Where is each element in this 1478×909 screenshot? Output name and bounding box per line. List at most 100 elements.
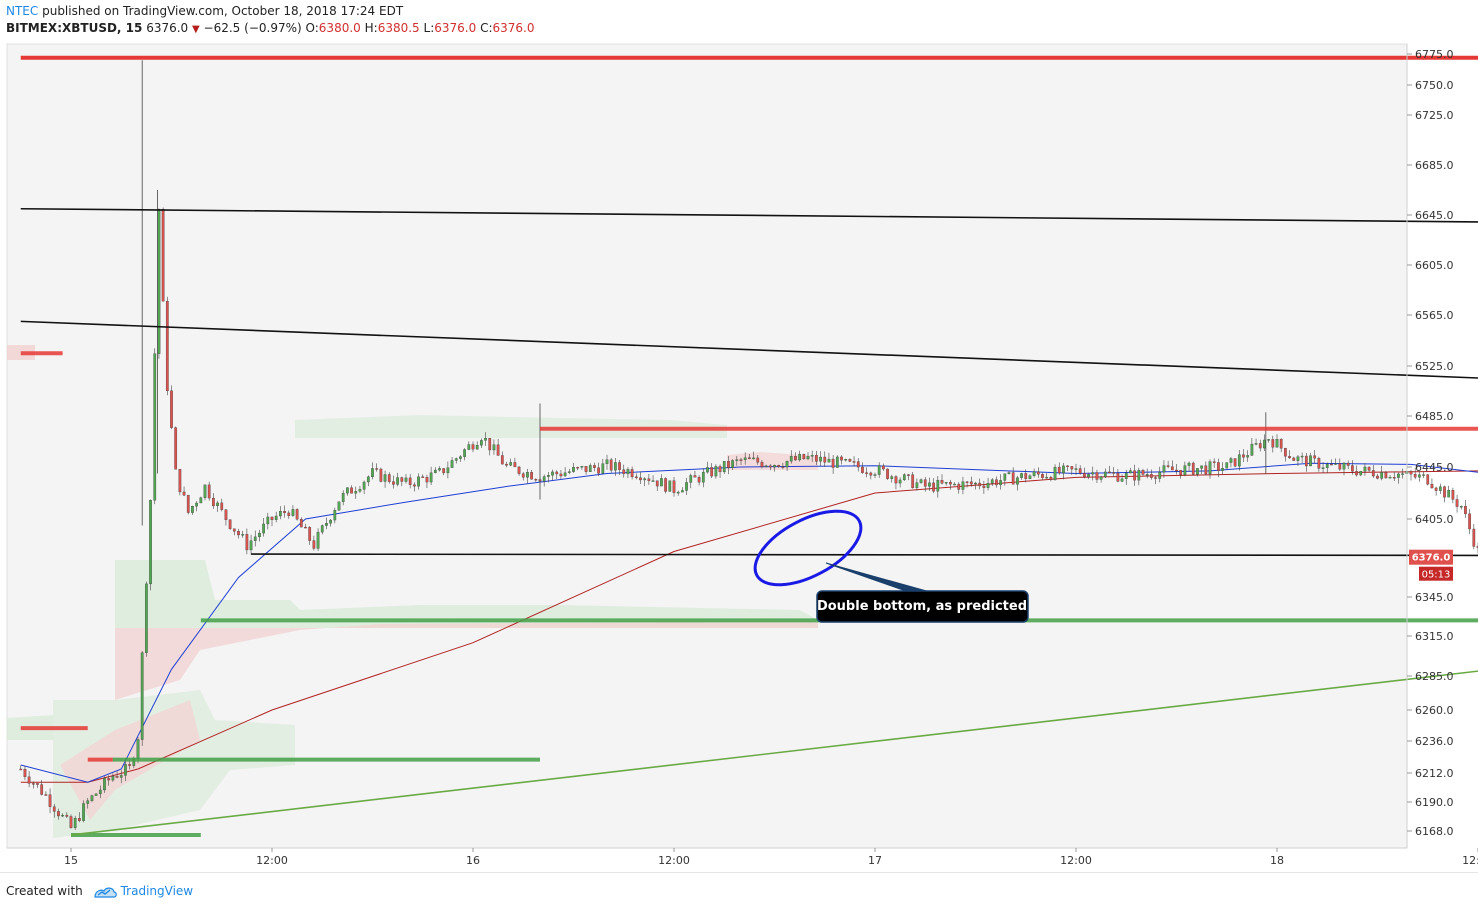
candle bbox=[404, 477, 408, 482]
candle bbox=[1212, 461, 1216, 463]
candle bbox=[714, 466, 718, 477]
candle bbox=[1434, 487, 1438, 491]
candle bbox=[1392, 477, 1396, 479]
candle bbox=[274, 515, 278, 520]
ohlc-line: BITMEX:XBTUSD, 15 6376.0 ▼ −62.5 (−0.97%… bbox=[6, 20, 535, 38]
high-label: H: bbox=[364, 21, 378, 35]
candle bbox=[1451, 489, 1455, 500]
candle bbox=[856, 461, 860, 468]
candle bbox=[1401, 473, 1404, 475]
candle bbox=[249, 540, 253, 551]
candle bbox=[513, 462, 517, 468]
candle bbox=[1438, 486, 1442, 491]
candle bbox=[1129, 470, 1132, 474]
author-link[interactable]: NTEC bbox=[6, 4, 39, 18]
candle bbox=[898, 479, 902, 484]
candle bbox=[802, 453, 806, 460]
candle bbox=[1443, 486, 1446, 498]
candle bbox=[446, 467, 450, 474]
candle bbox=[220, 502, 224, 510]
candle bbox=[1095, 472, 1099, 480]
candle bbox=[279, 511, 282, 517]
candle bbox=[1150, 474, 1153, 478]
low-value: 6376.0 bbox=[434, 21, 477, 35]
candle bbox=[1237, 454, 1241, 467]
candle bbox=[1233, 458, 1237, 467]
candle bbox=[1321, 467, 1325, 469]
candle bbox=[768, 465, 772, 468]
tradingview-brand[interactable]: TradingView bbox=[120, 884, 194, 898]
candle bbox=[965, 481, 969, 483]
candle bbox=[291, 509, 295, 516]
candle bbox=[1455, 499, 1459, 507]
candle bbox=[794, 456, 797, 461]
candle bbox=[78, 818, 81, 821]
candle bbox=[1045, 476, 1049, 479]
candle bbox=[329, 519, 332, 524]
candle bbox=[605, 459, 609, 464]
candle bbox=[98, 789, 102, 795]
candle bbox=[232, 528, 236, 532]
candle bbox=[308, 527, 312, 541]
candle bbox=[685, 482, 688, 491]
candle bbox=[693, 475, 697, 478]
created-with-text: Created with bbox=[6, 884, 83, 898]
candle bbox=[1120, 478, 1124, 482]
candle bbox=[760, 462, 764, 467]
candle bbox=[480, 440, 483, 446]
plot-area bbox=[6, 43, 1408, 849]
candle bbox=[1200, 465, 1203, 469]
candle bbox=[1137, 470, 1141, 481]
time-tick-label: 12:00 bbox=[658, 854, 690, 867]
candle bbox=[1016, 477, 1019, 485]
candles bbox=[19, 60, 1478, 831]
open-label: O: bbox=[305, 21, 319, 35]
candle bbox=[44, 794, 48, 796]
time-axis: 1512:001612:001712:001812:001912:002012:… bbox=[7, 847, 1478, 867]
candle bbox=[819, 456, 822, 462]
candle bbox=[593, 465, 596, 468]
candle bbox=[1221, 468, 1224, 471]
candle bbox=[1116, 472, 1120, 482]
candle bbox=[551, 471, 554, 476]
candle bbox=[216, 502, 219, 507]
candle bbox=[1409, 471, 1413, 475]
price-tick-label: 6345.0 bbox=[1415, 591, 1454, 604]
candle bbox=[1204, 465, 1208, 475]
candle bbox=[1175, 469, 1178, 472]
candle bbox=[1083, 473, 1086, 478]
trendline-upper bbox=[20, 207, 1478, 223]
candle bbox=[517, 466, 521, 474]
candle bbox=[1476, 546, 1478, 548]
candle bbox=[153, 353, 157, 501]
candle bbox=[727, 461, 730, 468]
candle bbox=[907, 474, 910, 476]
candle bbox=[932, 482, 935, 492]
price-tick-label: 6525.0 bbox=[1415, 360, 1454, 373]
candle bbox=[1422, 474, 1425, 476]
candle bbox=[191, 506, 194, 513]
candle bbox=[362, 481, 366, 490]
candle bbox=[312, 540, 316, 549]
candle bbox=[890, 476, 894, 479]
candle bbox=[706, 467, 709, 473]
candle bbox=[1154, 477, 1157, 479]
candle bbox=[283, 511, 286, 514]
candle bbox=[124, 764, 127, 776]
price-tick-label: 6750.0 bbox=[1415, 79, 1454, 92]
candle bbox=[1208, 461, 1212, 475]
candle bbox=[484, 438, 487, 441]
candle bbox=[1468, 513, 1471, 530]
candle bbox=[1413, 474, 1417, 478]
candle bbox=[1313, 455, 1317, 459]
candle bbox=[396, 477, 399, 485]
candle bbox=[1296, 456, 1300, 461]
candle bbox=[1225, 462, 1229, 469]
candle bbox=[119, 775, 123, 778]
candle bbox=[886, 468, 889, 479]
candle bbox=[496, 444, 500, 456]
candle bbox=[195, 502, 198, 507]
candle bbox=[1112, 472, 1116, 474]
candle bbox=[1041, 474, 1044, 478]
